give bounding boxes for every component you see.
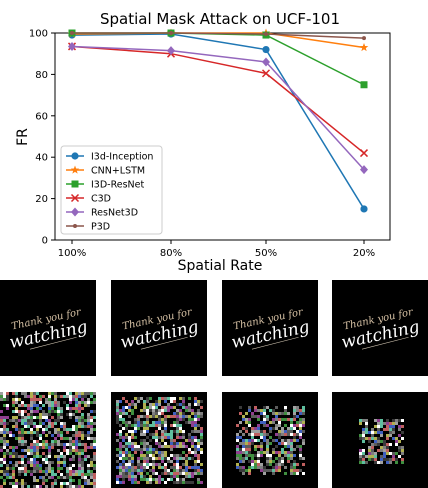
legend-entry: I3D-ResNet xyxy=(66,180,145,191)
legend-marker xyxy=(73,224,77,228)
data-point xyxy=(264,32,268,37)
data-point xyxy=(68,41,76,51)
y-tick-label: 80 xyxy=(35,70,48,81)
legend-entry: ResNet3D xyxy=(66,207,138,219)
legend-label: C3D xyxy=(91,194,111,205)
legend-marker xyxy=(71,152,79,160)
legend-entry: P3D xyxy=(66,222,110,233)
legend-marker xyxy=(70,165,80,174)
series-resnet3d xyxy=(68,41,368,175)
legend-label: I3D-ResNet xyxy=(91,180,145,191)
noise-mask-frame xyxy=(332,392,428,488)
caption-underline xyxy=(140,336,188,350)
y-tick-label: 60 xyxy=(35,111,48,122)
data-point xyxy=(167,46,175,56)
thank-you-frame: Thank you for watching xyxy=(111,280,207,376)
legend-label: P3D xyxy=(91,222,110,233)
data-point xyxy=(359,149,369,158)
legend-marker xyxy=(71,207,79,217)
series-line xyxy=(71,33,365,210)
y-tick-label: 0 xyxy=(42,236,48,247)
y-tick-label: 40 xyxy=(35,153,48,164)
legend-entry: C3D xyxy=(66,194,111,205)
series-line xyxy=(72,32,365,39)
legend: I3d-Inception CNN+LSTM I3D-ResNet C3D ResNet… xyxy=(60,145,163,235)
x-tick-label: 50% xyxy=(255,248,277,259)
data-point xyxy=(360,81,368,89)
data-point xyxy=(360,205,368,213)
series-line xyxy=(71,45,365,171)
legend-marker xyxy=(70,193,80,203)
data-point xyxy=(70,31,74,35)
data-point xyxy=(169,31,173,35)
legend-marker xyxy=(71,180,79,188)
legend-entry: I3d-Inception xyxy=(66,152,153,163)
data-point xyxy=(359,42,369,52)
x-axis-label: Spatial Rate xyxy=(178,258,263,274)
data-point xyxy=(360,165,368,175)
legend-label: ResNet3D xyxy=(91,208,138,219)
legend-entry: CNN+LSTM xyxy=(66,165,145,177)
thank-you-frame: Thank you for watching xyxy=(0,280,96,376)
series-p3d xyxy=(70,31,366,41)
data-point xyxy=(362,36,366,41)
noise-mask-frame xyxy=(222,392,318,488)
y-axis-label: FR xyxy=(15,128,31,146)
legend-label: I3d-Inception xyxy=(91,152,153,163)
chart-title: Spatial Mask Attack on UCF-101 xyxy=(100,10,340,28)
caption-underline xyxy=(361,336,409,350)
series-i3d-resnet xyxy=(68,29,368,89)
legend-box xyxy=(60,145,163,235)
caption-underline xyxy=(29,336,77,350)
x-tick-label: 20% xyxy=(353,248,375,259)
x-tick-label: 80% xyxy=(160,248,182,259)
thank-you-frame: Thank you for watching xyxy=(332,280,428,376)
series-line xyxy=(71,45,365,154)
data-point xyxy=(262,57,270,67)
line-chart: Spatial Mask Attack on UCF-101 100% 80% 50… xyxy=(15,10,391,274)
series-c3d xyxy=(67,42,369,158)
data-point xyxy=(262,45,270,54)
y-tick-label: 20 xyxy=(35,194,48,205)
thank-you-frame: Thank you for watching xyxy=(222,280,318,376)
y-tick-label: 100 xyxy=(29,29,48,40)
noise-mask-frame xyxy=(0,392,96,488)
data-point xyxy=(261,69,271,78)
noise-mask-frame xyxy=(111,392,207,488)
x-tick-label: 100% xyxy=(58,248,87,259)
caption-underline xyxy=(251,336,299,350)
legend-label: CNN+LSTM xyxy=(91,166,145,177)
